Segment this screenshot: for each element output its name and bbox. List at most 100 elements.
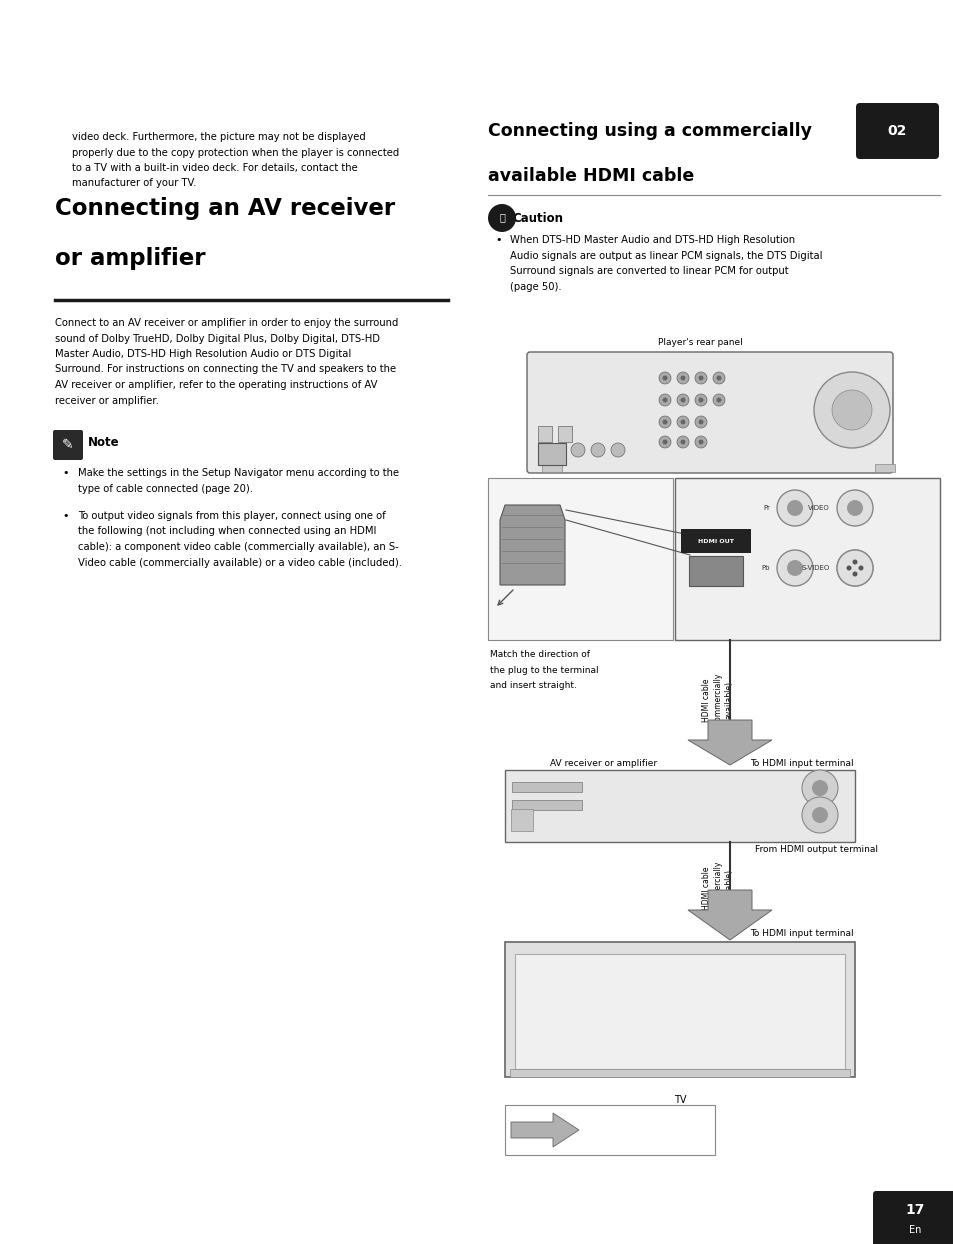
Circle shape	[831, 391, 871, 430]
Circle shape	[659, 415, 670, 428]
FancyBboxPatch shape	[511, 809, 533, 831]
FancyBboxPatch shape	[537, 443, 565, 465]
Circle shape	[679, 398, 685, 403]
Circle shape	[659, 435, 670, 448]
Text: manufacturer of your TV.: manufacturer of your TV.	[71, 178, 196, 189]
Circle shape	[776, 490, 812, 526]
Text: (page 50).: (page 50).	[510, 281, 561, 291]
Circle shape	[716, 376, 720, 381]
FancyBboxPatch shape	[510, 1069, 849, 1077]
Circle shape	[698, 398, 702, 403]
Text: Pb: Pb	[760, 565, 769, 571]
Circle shape	[716, 398, 720, 403]
Circle shape	[659, 372, 670, 384]
Text: 02: 02	[887, 124, 906, 138]
Circle shape	[695, 394, 706, 406]
Circle shape	[813, 372, 889, 448]
Text: To HDMI input terminal: To HDMI input terminal	[749, 759, 853, 768]
Circle shape	[679, 419, 685, 424]
Circle shape	[679, 439, 685, 444]
Text: Make the settings in the Setup Navigator menu according to the: Make the settings in the Setup Navigator…	[78, 468, 398, 478]
Text: cable): a component video cable (commercially available), an S-: cable): a component video cable (commerc…	[78, 542, 398, 552]
Circle shape	[695, 435, 706, 448]
Text: Surround signals are converted to linear PCM for output: Surround signals are converted to linear…	[510, 266, 788, 276]
Circle shape	[858, 566, 862, 571]
Text: En: En	[908, 1225, 921, 1235]
Circle shape	[488, 204, 516, 231]
Circle shape	[811, 780, 827, 796]
Polygon shape	[499, 505, 564, 585]
Text: Video cable (commercially available) or a video cable (included).: Video cable (commercially available) or …	[78, 557, 401, 567]
Text: or amplifier: or amplifier	[55, 248, 205, 270]
Text: •: •	[62, 511, 69, 521]
Text: sound of Dolby TrueHD, Dolby Digital Plus, Dolby Digital, DTS-HD: sound of Dolby TrueHD, Dolby Digital Plu…	[55, 333, 379, 343]
FancyBboxPatch shape	[688, 556, 742, 586]
Circle shape	[679, 376, 685, 381]
Circle shape	[661, 439, 667, 444]
Text: AV receiver or amplifier, refer to the operating instructions of AV: AV receiver or amplifier, refer to the o…	[55, 379, 377, 391]
Text: Match the direction of: Match the direction of	[490, 651, 589, 659]
Circle shape	[786, 500, 802, 516]
Text: HDMI cable
(commercially
available): HDMI cable (commercially available)	[701, 673, 733, 728]
FancyBboxPatch shape	[872, 1191, 953, 1244]
Circle shape	[661, 398, 667, 403]
Circle shape	[661, 376, 667, 381]
Text: When DTS-HD Master Audio and DTS-HD High Resolution: When DTS-HD Master Audio and DTS-HD High…	[510, 235, 794, 245]
Circle shape	[852, 560, 857, 565]
Text: S-VIDEO: S-VIDEO	[801, 565, 829, 571]
Text: •: •	[495, 235, 501, 245]
Circle shape	[712, 394, 724, 406]
Circle shape	[852, 571, 857, 576]
Text: HDMI OUT: HDMI OUT	[698, 539, 733, 544]
Text: TV: TV	[673, 1095, 685, 1105]
Text: and insert straight.: and insert straight.	[490, 680, 577, 690]
Text: HDMI cable
(commercially
available): HDMI cable (commercially available)	[701, 861, 733, 916]
Text: receiver or amplifier.: receiver or amplifier.	[55, 396, 159, 406]
FancyBboxPatch shape	[515, 954, 844, 1069]
Circle shape	[698, 376, 702, 381]
Circle shape	[845, 566, 851, 571]
Text: Direction of: Direction of	[586, 1120, 643, 1130]
Text: Player's rear panel: Player's rear panel	[657, 338, 741, 347]
Text: From HDMI output terminal: From HDMI output terminal	[754, 845, 877, 853]
Text: available HDMI cable: available HDMI cable	[488, 167, 694, 185]
FancyBboxPatch shape	[874, 464, 894, 471]
Circle shape	[846, 560, 862, 576]
FancyArrowPatch shape	[497, 590, 513, 605]
Text: Master Audio, DTS-HD High Resolution Audio or DTS Digital: Master Audio, DTS-HD High Resolution Aud…	[55, 350, 351, 360]
FancyBboxPatch shape	[541, 464, 561, 471]
FancyBboxPatch shape	[512, 800, 581, 810]
Circle shape	[698, 419, 702, 424]
Text: the plug to the terminal: the plug to the terminal	[490, 666, 598, 674]
Text: signal flow: signal flow	[586, 1137, 639, 1147]
Circle shape	[677, 394, 688, 406]
FancyBboxPatch shape	[675, 478, 939, 639]
FancyBboxPatch shape	[504, 1105, 714, 1154]
FancyBboxPatch shape	[855, 103, 938, 159]
Text: Caution: Caution	[512, 211, 562, 225]
Circle shape	[801, 770, 837, 806]
Circle shape	[698, 439, 702, 444]
Circle shape	[712, 372, 724, 384]
Polygon shape	[687, 720, 771, 765]
FancyBboxPatch shape	[53, 430, 83, 460]
FancyBboxPatch shape	[488, 478, 672, 639]
Circle shape	[661, 419, 667, 424]
FancyBboxPatch shape	[680, 529, 750, 554]
Circle shape	[846, 500, 862, 516]
Text: Note: Note	[88, 435, 119, 449]
Text: ✋: ✋	[498, 211, 504, 221]
Text: Connect to an AV receiver or amplifier in order to enjoy the surround: Connect to an AV receiver or amplifier i…	[55, 318, 398, 328]
Circle shape	[836, 490, 872, 526]
Circle shape	[610, 443, 624, 457]
Text: properly due to the copy protection when the player is connected: properly due to the copy protection when…	[71, 148, 399, 158]
Polygon shape	[511, 1113, 578, 1147]
Text: Connecting using a commercially: Connecting using a commercially	[488, 122, 811, 141]
Circle shape	[677, 435, 688, 448]
Text: video deck. Furthermore, the picture may not be displayed: video deck. Furthermore, the picture may…	[71, 132, 365, 142]
Text: Connecting an AV receiver: Connecting an AV receiver	[55, 197, 395, 220]
Circle shape	[776, 550, 812, 586]
FancyBboxPatch shape	[526, 352, 892, 473]
Text: Surround. For instructions on connecting the TV and speakers to the: Surround. For instructions on connecting…	[55, 364, 395, 374]
Text: 17: 17	[904, 1203, 923, 1217]
